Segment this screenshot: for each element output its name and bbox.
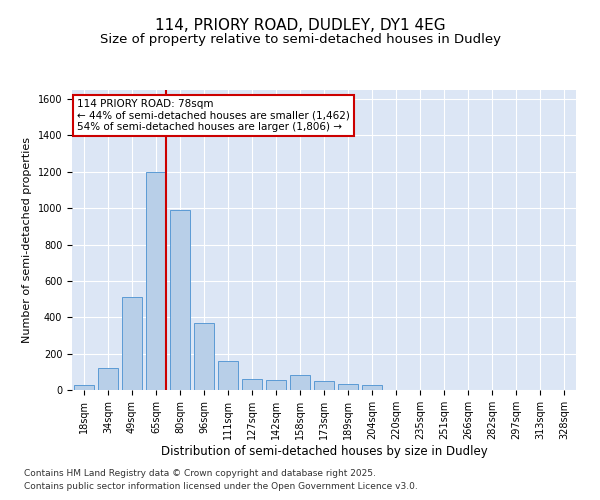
Bar <box>74 384 94 390</box>
Bar <box>170 210 190 390</box>
Bar <box>146 172 166 390</box>
Text: Size of property relative to semi-detached houses in Dudley: Size of property relative to semi-detach… <box>100 32 500 46</box>
Text: 114, PRIORY ROAD, DUDLEY, DY1 4EG: 114, PRIORY ROAD, DUDLEY, DY1 4EG <box>155 18 445 32</box>
Bar <box>338 384 358 390</box>
Bar <box>242 379 262 390</box>
Bar <box>362 384 382 390</box>
Text: Contains public sector information licensed under the Open Government Licence v3: Contains public sector information licen… <box>24 482 418 491</box>
Bar <box>314 381 334 390</box>
Bar <box>122 298 142 390</box>
Text: 114 PRIORY ROAD: 78sqm
← 44% of semi-detached houses are smaller (1,462)
54% of : 114 PRIORY ROAD: 78sqm ← 44% of semi-det… <box>77 99 350 132</box>
Bar <box>290 376 310 390</box>
Bar <box>266 380 286 390</box>
Bar <box>98 368 118 390</box>
X-axis label: Distribution of semi-detached houses by size in Dudley: Distribution of semi-detached houses by … <box>161 444 487 458</box>
Bar <box>194 322 214 390</box>
Bar <box>218 361 238 390</box>
Y-axis label: Number of semi-detached properties: Number of semi-detached properties <box>22 137 32 343</box>
Text: Contains HM Land Registry data © Crown copyright and database right 2025.: Contains HM Land Registry data © Crown c… <box>24 468 376 477</box>
